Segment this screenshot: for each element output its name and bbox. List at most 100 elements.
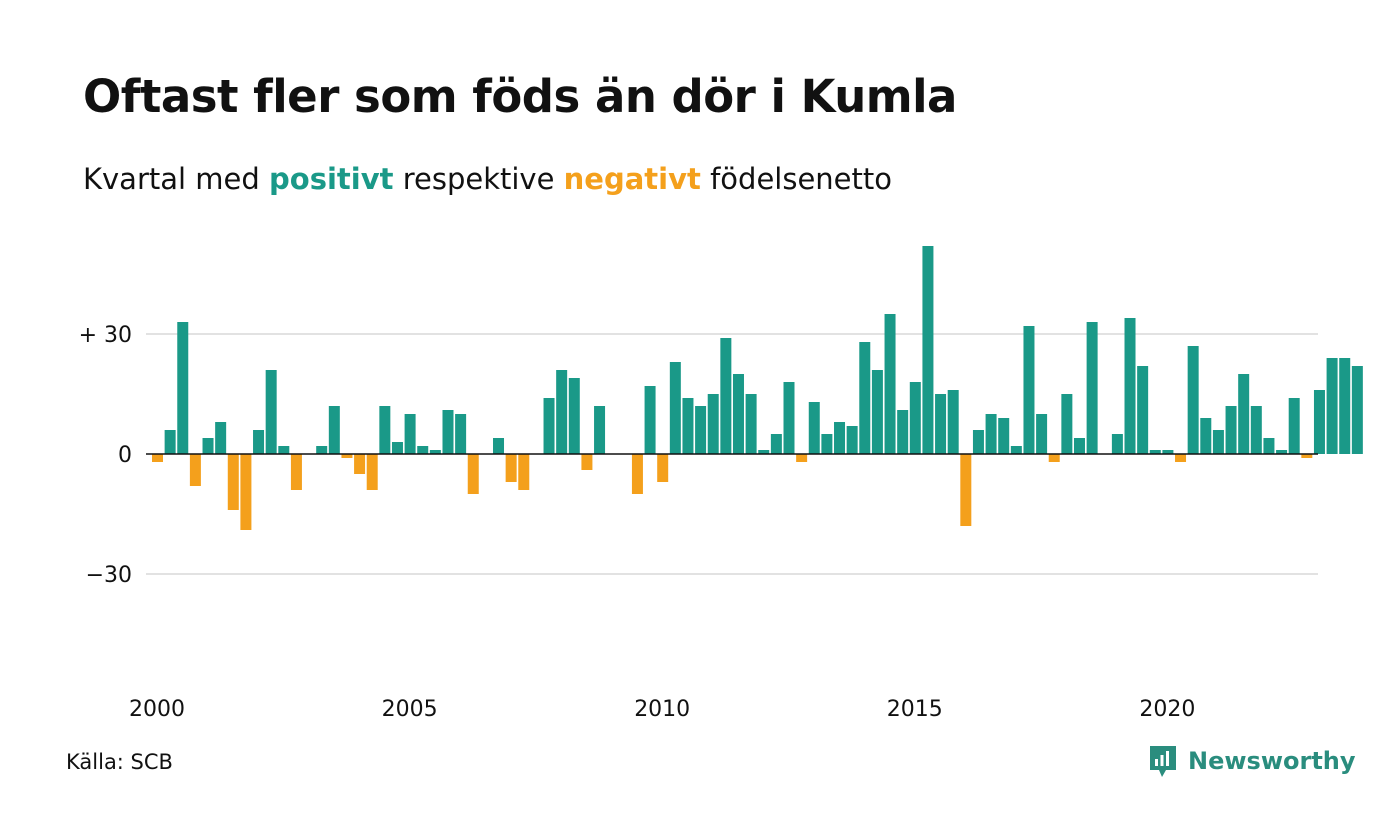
bar-2013-q2 [821,434,833,454]
bar-2023-q3 [1339,358,1351,454]
bar-2008-q2 [568,378,580,454]
bar-2014-q3 [884,314,896,454]
bar-2012-q1 [758,450,770,454]
bar-2008-q1 [556,370,568,454]
bar-2007-q1 [505,454,517,482]
bar-2014-q4 [897,410,909,454]
subtitle-negative-word: negativt [563,162,701,196]
bar-2018-q1 [1061,394,1073,454]
bar-2011-q4 [745,394,757,454]
bar-2001-q3 [227,454,239,510]
axes: + 30 0 −30 2000 2005 2010 2015 2020 [79,323,1318,722]
bar-2019-q4 [1149,450,1161,454]
bar-2017-q1 [1010,446,1022,454]
y-tick-label: 0 [118,443,132,468]
bar-2015-q2 [922,246,934,454]
bar-2021-q2 [1225,406,1237,454]
bar-2007-q4 [543,398,555,454]
bar-2010-q1 [657,454,669,482]
y-tick-label: + 30 [79,323,132,348]
bar-2015-q1 [909,382,921,454]
bar-2017-q2 [1023,326,1035,454]
bar-2013-q4 [846,426,858,454]
chart-subtitle: Kvartal med positivt respektive negativt… [83,162,892,196]
bar-2008-q4 [594,406,606,454]
bar-2016-q4 [998,418,1010,454]
bar-2022-q1 [1263,438,1275,454]
x-tick-label: 2020 [1139,697,1195,722]
bar-2023-q4 [1351,366,1363,454]
bar-2000-q2 [164,430,176,454]
bar-2010-q3 [682,398,694,454]
bar-2005-q3 [429,450,441,454]
bar-2000-q4 [189,454,201,486]
bar-2011-q1 [707,394,719,454]
bar-2018-q3 [1086,322,1098,454]
bar-2005-q2 [417,446,429,454]
bar-chart: + 30 0 −30 2000 2005 2010 2015 2020 [79,246,1363,722]
bar-2020-q4 [1200,418,1212,454]
bar-2023-q1 [1313,390,1325,454]
bar-2003-q2 [316,446,328,454]
bar-2000-q1 [152,454,163,462]
bar-2007-q2 [518,454,530,490]
x-tick-label: 2015 [887,697,943,722]
bar-2006-q2 [467,454,479,494]
bar-2006-q4 [493,438,505,454]
brand-name: Newsworthy [1188,747,1356,775]
bar-2001-q4 [240,454,252,530]
bar-2004-q2 [366,454,378,490]
bar-2009-q3 [631,454,643,494]
bar-2010-q2 [669,362,681,454]
subtitle-prefix: Kvartal med [83,162,270,196]
x-tick-label: 2010 [634,697,690,722]
bar-2011-q3 [732,374,744,454]
bar-2021-q3 [1238,374,1250,454]
y-tick-label: −30 [86,563,132,588]
bar-2001-q2 [215,422,227,454]
bar-2015-q4 [947,390,959,454]
bar-2012-q3 [783,382,795,454]
bar-2015-q3 [935,394,947,454]
newsworthy-logo-icon [1150,746,1176,777]
bar-2021-q4 [1250,406,1262,454]
bar-2012-q4 [796,454,808,462]
bar-2009-q4 [644,386,656,454]
bar-2003-q4 [341,454,353,458]
bar-2008-q3 [581,454,593,470]
bar-2004-q3 [379,406,391,454]
x-tick-label: 2000 [129,697,185,722]
grid-lines [146,333,1318,575]
subtitle-middle: respektive [393,162,564,196]
bar-2017-q4 [1048,454,1060,462]
x-tick-label: 2005 [382,697,438,722]
bar-2022-q4 [1301,454,1313,458]
bar-2005-q4 [442,410,454,454]
bar-2013-q1 [808,402,820,454]
bar-2000-q3 [177,322,189,454]
bars [152,246,1363,530]
bar-2012-q2 [770,434,782,454]
bar-2002-q3 [278,446,290,454]
subtitle-positive-word: positivt [269,162,394,196]
bar-2016-q2 [972,430,984,454]
bar-2020-q3 [1187,346,1199,454]
bar-2022-q3 [1288,398,1300,454]
bar-2017-q3 [1036,414,1048,454]
bar-2018-q2 [1073,438,1085,454]
bar-2014-q2 [871,370,883,454]
bar-2001-q1 [202,438,214,454]
bar-2021-q1 [1212,430,1224,454]
bar-2002-q2 [265,370,277,454]
bar-2002-q4 [290,454,302,490]
bar-2004-q1 [354,454,366,474]
bar-2005-q1 [404,414,416,454]
bar-2019-q3 [1137,366,1149,454]
bar-2004-q4 [391,442,403,454]
bar-2019-q1 [1111,434,1123,454]
bar-2006-q1 [455,414,467,454]
subtitle-suffix: födelsenetto [700,162,892,196]
bar-2016-q1 [960,454,972,526]
bar-2003-q3 [328,406,340,454]
bar-2023-q2 [1326,358,1338,454]
